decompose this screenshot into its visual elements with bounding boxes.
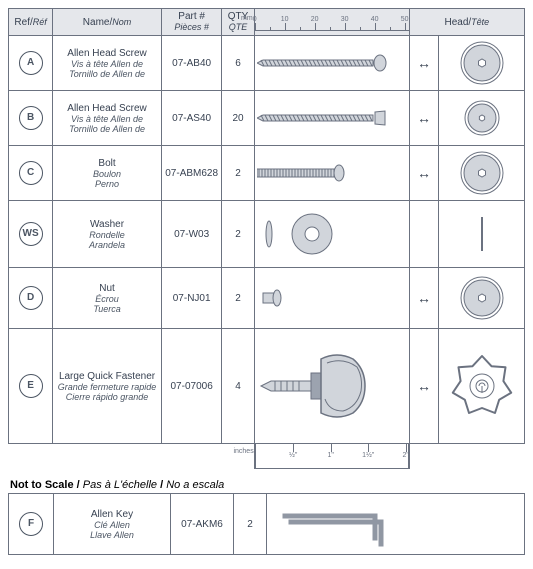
qty-cell: 4 (222, 329, 254, 444)
illustration-cell (254, 91, 409, 146)
name-cell: Allen Key Clé Allen Llave Allen (54, 494, 171, 555)
ref-badge: D (19, 286, 43, 310)
ref-cell: D (9, 268, 53, 329)
ref-badge: WS (19, 222, 43, 246)
part-cell: 07-ABM628 (161, 146, 222, 201)
ref-badge: F (19, 512, 43, 536)
part-cell: 07-W03 (161, 201, 222, 268)
name-cell: Bolt Boulon Perno (53, 146, 162, 201)
ref-cell: E (9, 329, 53, 444)
hardware-row: C Bolt Boulon Perno 07-ABM628 2 ↔ (9, 146, 525, 201)
header-ruler-mm: mm01020304050 (254, 9, 409, 36)
ref-cell: B (9, 91, 53, 146)
qty-cell: 2 (222, 268, 254, 329)
illustration-cell (254, 36, 409, 91)
allen-key-row: F Allen Key Clé Allen Llave Allen 07-AKM… (9, 494, 525, 555)
qty-cell: 2 (222, 201, 254, 268)
part-cell: 07-NJ01 (161, 268, 222, 329)
part-cell: 07-07006 (161, 329, 222, 444)
hardware-row: D Nut Écrou Tuerca 07-NJ01 2 ↔ (9, 268, 525, 329)
head-cell (439, 146, 525, 201)
name-cell: Allen Head Screw Vis à tête Allen de Tor… (53, 36, 162, 91)
illustration-cell (254, 201, 409, 268)
ref-cell: A (9, 36, 53, 91)
ref-badge: E (19, 374, 43, 398)
ref-badge: B (19, 106, 43, 130)
head-cell (439, 268, 525, 329)
head-cell (439, 36, 525, 91)
ref-cell: WS (9, 201, 53, 268)
part-cell: 07-AB40 (161, 36, 222, 91)
ref-cell: F (9, 494, 54, 555)
qty-cell: 6 (222, 36, 254, 91)
hardware-table: Ref/Réf Name/Nom Part #Pièces # QTYQTE m… (8, 8, 525, 469)
head-cell (439, 201, 525, 268)
hardware-row: E Large Quick Fastener Grande fermeture … (9, 329, 525, 444)
hardware-row: A Allen Head Screw Vis à tête Allen de T… (9, 36, 525, 91)
arrow-cell: ↔ (409, 146, 439, 201)
header-qty: QTYQTE (222, 9, 254, 36)
footer-row: inches½"1"1½"2" (9, 444, 525, 469)
illustration-cell (254, 329, 409, 444)
header-name: Name/Nom (53, 9, 162, 36)
arrow-cell: ↔ (409, 91, 439, 146)
name-cell: Nut Écrou Tuerca (53, 268, 162, 329)
arrow-cell (409, 201, 439, 268)
header-row: Ref/Réf Name/Nom Part #Pièces # QTYQTE m… (9, 9, 525, 36)
hardware-row: WS Washer Rondelle Arandela 07-W03 2 (9, 201, 525, 268)
qty-cell: 20 (222, 91, 254, 146)
illustration-cell (254, 268, 409, 329)
ref-cell: C (9, 146, 53, 201)
arrow-cell: ↔ (409, 268, 439, 329)
hardware-row: B Allen Head Screw Vis à tête Allen de T… (9, 91, 525, 146)
name-cell: Allen Head Screw Vis à tête Allen de Tor… (53, 91, 162, 146)
name-cell: Large Quick Fastener Grande fermeture ra… (53, 329, 162, 444)
illustration-cell (267, 494, 525, 555)
ref-badge: C (19, 161, 43, 185)
ref-badge: A (19, 51, 43, 75)
allen-key-table: F Allen Key Clé Allen Llave Allen 07-AKM… (8, 493, 525, 555)
header-head: Head/Tête (409, 9, 524, 36)
arrow-cell: ↔ (409, 36, 439, 91)
header-ref: Ref/Réf (9, 9, 53, 36)
not-to-scale-label: Not to Scale / Pas à L'échelle / No a es… (10, 479, 525, 491)
illustration-cell (254, 146, 409, 201)
part-cell: 07-AKM6 (171, 494, 234, 555)
header-part: Part #Pièces # (161, 9, 222, 36)
head-cell (439, 91, 525, 146)
qty-cell: 2 (234, 494, 267, 555)
head-cell (439, 329, 525, 444)
part-cell: 07-AS40 (161, 91, 222, 146)
qty-cell: 2 (222, 146, 254, 201)
arrow-cell: ↔ (409, 329, 439, 444)
name-cell: Washer Rondelle Arandela (53, 201, 162, 268)
